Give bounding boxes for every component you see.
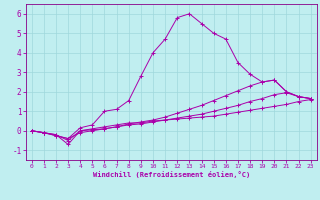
- X-axis label: Windchill (Refroidissement éolien,°C): Windchill (Refroidissement éolien,°C): [92, 171, 250, 178]
